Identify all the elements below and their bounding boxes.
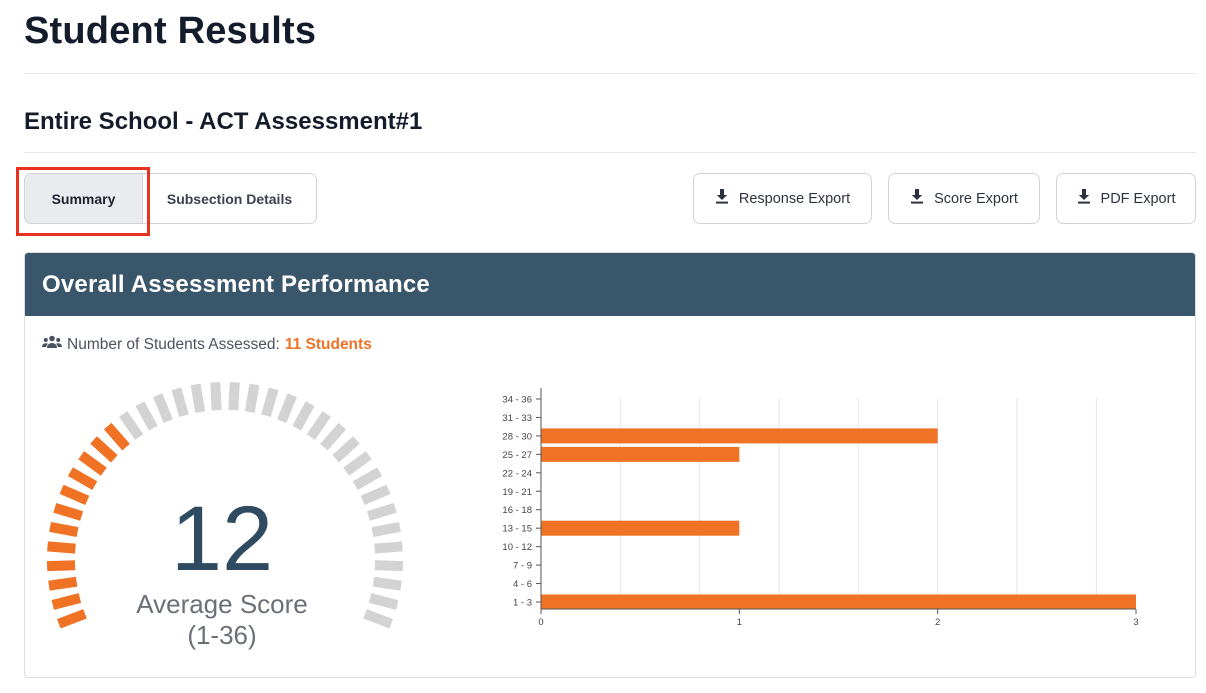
gauge-segment-filled: [46, 560, 76, 572]
gauge-segment-empty: [363, 609, 393, 629]
y-tick-label: 34 - 36: [502, 395, 532, 406]
gauge-segment-empty: [261, 387, 279, 418]
y-tick-label: 4 - 6: [513, 579, 532, 590]
y-tick-label: 7 - 9: [513, 561, 532, 572]
gauge-segment-empty: [153, 393, 173, 423]
divider: [24, 73, 1196, 74]
gauge-segment-filled: [53, 503, 84, 521]
y-tick-label: 1 - 3: [513, 598, 532, 609]
assessment-title: Entire School - ACT Assessment#1: [24, 108, 423, 135]
gauge-segment-filled: [48, 576, 78, 591]
x-tick-label: 1: [737, 617, 742, 628]
bar: [541, 594, 1136, 610]
gauge-segment-filled: [90, 436, 118, 463]
gauge-segment-empty: [306, 411, 331, 440]
gauge-range: (1-36): [187, 620, 256, 650]
gauge-segment-empty: [374, 560, 404, 572]
download-icon: [910, 189, 924, 208]
gauge-segment-empty: [371, 521, 401, 538]
students-count: 11 Students: [284, 335, 372, 353]
users-icon: [42, 335, 62, 354]
panel-header: Overall Assessment Performance: [25, 253, 1195, 316]
gauge-segment-empty: [228, 382, 240, 411]
gauge-segment-empty: [366, 503, 397, 521]
assessment-performance-panel: Overall Assessment Performance Number of…: [24, 252, 1196, 678]
gauge-segment-filled: [49, 521, 79, 538]
pdf-export-button[interactable]: PDF Export: [1056, 173, 1196, 224]
gauge-segment-empty: [360, 484, 391, 505]
score-distribution-chart: 1 - 3 4 - 6 7 - 9 10 - 12 13 - 15 16 - 18 19 -…: [502, 388, 1139, 628]
students-label: Number of Students Assessed:: [67, 335, 280, 353]
pdf-export-label: PDF Export: [1100, 190, 1176, 207]
x-tick-label: 3: [1133, 617, 1138, 628]
gauge-value: 12: [171, 488, 273, 590]
score-export-label: Score Export: [934, 190, 1018, 207]
gauge-segment-filled: [103, 422, 130, 451]
divider: [24, 152, 1196, 153]
y-tick-label: 25 - 27: [502, 450, 532, 461]
gauge-segment-empty: [372, 576, 402, 591]
gauge-segment-empty: [135, 401, 158, 431]
response-export-button[interactable]: Response Export: [693, 173, 872, 224]
gauge-segment-empty: [210, 382, 222, 411]
y-tick-label: 10 - 12: [502, 542, 532, 553]
gauge-segment-empty: [244, 383, 260, 413]
x-tick-label: 0: [538, 617, 543, 628]
average-score-gauge: 12 Average Score (1-36): [46, 382, 404, 650]
view-tabs: Summary Subsection Details: [24, 173, 317, 224]
bar: [541, 520, 740, 536]
gauge-label: Average Score: [136, 589, 308, 619]
download-icon: [715, 189, 729, 208]
gauge-segment-filled: [59, 484, 90, 505]
gauge-segment-filled: [78, 451, 107, 476]
y-tick-label: 19 - 21: [502, 487, 532, 498]
gauge-segment-empty: [320, 422, 347, 451]
gauge-segment-empty: [190, 383, 206, 413]
gauge-segment-empty: [292, 401, 315, 431]
download-icon: [1077, 189, 1091, 208]
bar: [541, 446, 740, 462]
y-tick-label: 31 - 33: [502, 413, 532, 424]
gauge-segment-empty: [277, 393, 297, 423]
gauge-segment-filled: [57, 609, 87, 629]
y-tick-label: 13 - 15: [502, 524, 532, 535]
gauge-segment-empty: [119, 411, 144, 440]
gauge-segment-empty: [352, 467, 383, 490]
gauge-segment-empty: [171, 387, 189, 418]
gauge-segment-filled: [47, 541, 76, 554]
students-assessed: Number of Students Assessed: 11 Students: [42, 335, 372, 354]
y-tick-label: 22 - 24: [502, 468, 532, 479]
panel-title: Overall Assessment Performance: [42, 270, 430, 298]
score-export-button[interactable]: Score Export: [888, 173, 1040, 224]
bar: [541, 428, 938, 444]
gauge-segment-empty: [343, 451, 372, 476]
response-export-label: Response Export: [738, 190, 851, 207]
gauge-segment-empty: [368, 593, 399, 610]
page-title: Student Results: [24, 10, 317, 52]
gauge-segment-filled: [51, 593, 82, 610]
y-tick-label: 28 - 30: [502, 431, 532, 442]
tab-summary[interactable]: Summary: [25, 174, 143, 223]
tab-subsection-details[interactable]: Subsection Details: [166, 190, 293, 207]
x-tick-label: 2: [935, 617, 940, 628]
gauge-segment-empty: [332, 436, 360, 463]
y-tick-label: 16 - 18: [502, 505, 532, 516]
gauge-segment-empty: [374, 541, 403, 554]
gauge-segment-filled: [67, 467, 98, 490]
